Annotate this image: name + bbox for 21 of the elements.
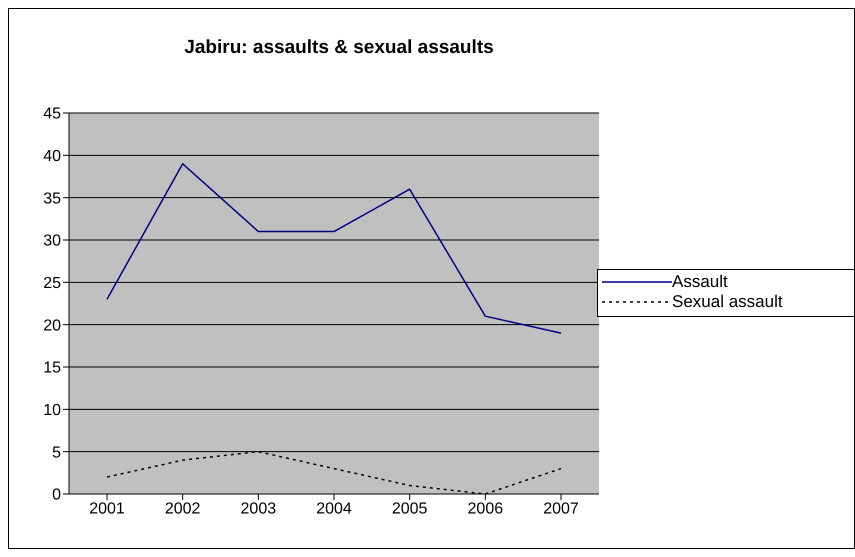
y-tick-label: 15 bbox=[43, 360, 62, 377]
x-tick-label: 2001 bbox=[89, 500, 125, 518]
y-tick-label: 45 bbox=[43, 106, 62, 123]
x-tick-label: 2005 bbox=[392, 500, 428, 518]
x-tick-label: 2006 bbox=[468, 500, 504, 518]
x-tick-label: 2007 bbox=[543, 500, 579, 518]
y-tick-label: 0 bbox=[52, 486, 62, 504]
line-series bbox=[106, 163, 562, 334]
y-tick-label: 5 bbox=[52, 444, 62, 462]
y-tick-label: 30 bbox=[43, 232, 62, 250]
y-tick-label: 10 bbox=[43, 402, 62, 420]
x-tick-label: 2004 bbox=[316, 500, 352, 518]
chart-title: Jabiru: assaults & sexual assaults bbox=[183, 37, 495, 59]
legend-label: Assault bbox=[672, 272, 728, 292]
y-tick-label: 25 bbox=[43, 275, 62, 292]
legend-label: Sexual assault bbox=[672, 292, 783, 312]
x-tick-label: 2003 bbox=[240, 500, 276, 518]
y-tick-label: 35 bbox=[43, 190, 62, 208]
y-tick-label: 40 bbox=[43, 148, 62, 166]
y-tick-label: 20 bbox=[43, 317, 62, 334]
x-tick-label: 2002 bbox=[164, 500, 201, 518]
